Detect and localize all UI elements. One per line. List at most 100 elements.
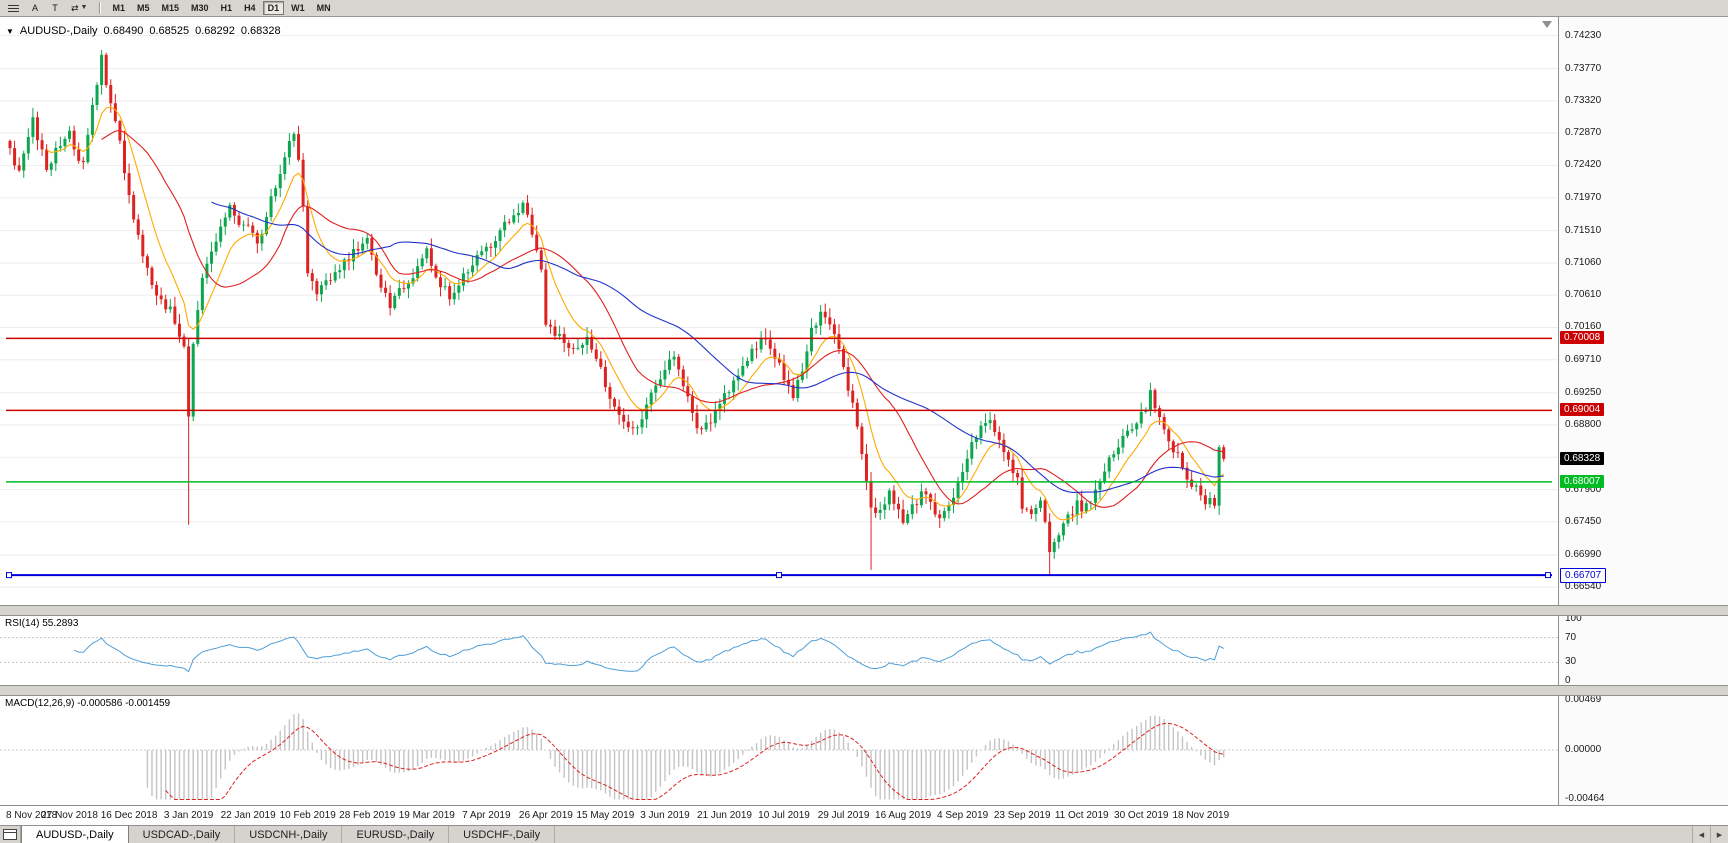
- chart-tab-usdcad[interactable]: USDCAD-,Daily: [129, 826, 236, 843]
- macd-canvas[interactable]: [0, 696, 1558, 805]
- price-axis-label: 0.73770: [1565, 62, 1602, 74]
- date-axis-label: 10 Jul 2019: [758, 810, 810, 821]
- price-axis-label: 0.72870: [1565, 127, 1602, 139]
- date-axis-label: 19 Mar 2019: [398, 810, 455, 821]
- date-axis-label: 29 Jul 2019: [817, 810, 870, 821]
- arrows-dropdown-button[interactable]: ⇄ ▼: [66, 1, 92, 15]
- date-axis-label: 23 Sep 2019: [993, 810, 1051, 821]
- rsi-indicator-label: RSI(14) 55.2893: [5, 618, 79, 629]
- chart-tab-audusd[interactable]: AUDUSD-,Daily: [21, 826, 129, 843]
- dropdown-caret-icon: ▼: [80, 4, 88, 11]
- macd-axis-label: -0.00464: [1565, 793, 1605, 805]
- rsi-axis-label: 100: [1565, 613, 1582, 624]
- rsi-axis-label: 0: [1565, 675, 1571, 686]
- price-axis-label: 0.71060: [1565, 256, 1602, 268]
- price-axis-label: 0.69710: [1565, 353, 1602, 365]
- a-tool-button[interactable]: A: [26, 1, 44, 15]
- hline-handle: [776, 572, 782, 579]
- macd-indicator-label: MACD(12,26,9) -0.000586 -0.001459: [5, 698, 171, 709]
- timeframe-button-m1[interactable]: M1: [107, 1, 130, 15]
- macd-axis-label: 0.00000: [1565, 744, 1602, 755]
- chart-tabbar: AUDUSD-,Daily USDCAD-,Daily USDCNH-,Daily E…: [0, 825, 1728, 843]
- chart-ohlc-title: ▼ AUDUSD-,Daily 0.68490 0.68525 0.68292 …: [6, 25, 281, 37]
- date-axis-label: 16 Aug 2019: [875, 810, 932, 821]
- macd-axis-label: 0.00469: [1565, 694, 1602, 705]
- macd-panel-divider[interactable]: [0, 685, 1728, 696]
- hline-price-tag: 0.70008: [1560, 331, 1605, 345]
- chart-shift-marker[interactable]: [1542, 21, 1552, 28]
- ma-line-21: [101, 130, 1224, 508]
- toolbar-separator: [99, 2, 101, 14]
- date-axis-label: 3 Jan 2019: [163, 810, 214, 821]
- price-axis[interactable]: 0.74230 0.73770 0.73320 0.72870 0.72420 0.719…: [1558, 17, 1728, 805]
- hline-handle: [1545, 572, 1551, 579]
- chart-tabs: AUDUSD-,Daily USDCAD-,Daily USDCNH-,Daily E…: [21, 826, 556, 843]
- rsi-line: [73, 631, 1224, 673]
- top-toolbar: A T ⇄ ▼ M1 M5 M15 M30 H1 H4 D1 W1 MN: [0, 0, 1728, 17]
- chart-region: ▼ AUDUSD-,Daily 0.68490 0.68525 0.68292 …: [0, 17, 1728, 825]
- hline-handle: [6, 572, 12, 579]
- date-axis-label: 30 Oct 2019: [1114, 810, 1169, 821]
- text-tool-button[interactable]: T: [46, 1, 64, 15]
- date-axis-label: 10 Feb 2019: [279, 810, 336, 821]
- symbol-dropdown-icon[interactable]: ▼: [6, 26, 14, 36]
- price-axis-label: 0.71970: [1565, 191, 1602, 203]
- timeframe-button-h1[interactable]: H1: [216, 1, 238, 15]
- date-axis-label: 26 Apr 2019: [518, 810, 573, 821]
- rsi-axis-label: 30: [1565, 656, 1577, 668]
- macd-signal-line: [165, 722, 1224, 800]
- timeframe-button-m5[interactable]: M5: [132, 1, 155, 15]
- timeframe-button-d1[interactable]: D1: [262, 1, 285, 15]
- current-price-tag: 0.68328: [1560, 451, 1605, 465]
- arrows-icon: ⇄: [71, 3, 79, 13]
- price-axis-label: 0.67900: [1565, 483, 1602, 495]
- tab-scroll-right-button[interactable]: ▶: [1710, 826, 1728, 843]
- date-axis-label: 8 Nov 2018: [6, 810, 58, 821]
- price-axis-label: 0.68800: [1565, 419, 1602, 431]
- date-axis-label: 16 Dec 2018: [100, 810, 158, 821]
- timeframe-button-m15[interactable]: M15: [157, 1, 185, 15]
- date-axis-label: 18 Nov 2019: [1172, 810, 1230, 821]
- scroll-right-icon: ▶: [1716, 831, 1723, 839]
- timeframe-button-mn[interactable]: MN: [312, 1, 336, 15]
- timeframe-button-h4[interactable]: H4: [239, 1, 261, 15]
- chart-tab-usdchf[interactable]: USDCHF-,Daily: [449, 826, 556, 843]
- price-axis-label: 0.66990: [1565, 548, 1602, 560]
- ohlc-open: 0.68490: [103, 25, 144, 37]
- date-axis-label: 3 Jun 2019: [640, 810, 690, 821]
- price-axis-label: 0.70160: [1565, 321, 1602, 333]
- candles: [8, 50, 1226, 575]
- rsi-panel-divider[interactable]: [0, 605, 1728, 616]
- menu-button[interactable]: [3, 1, 24, 15]
- date-axis-label: 4 Sep 2019: [937, 810, 989, 821]
- timeframe-group: M1 M5 M15 M30 H1 H4 D1 W1 MN: [107, 1, 335, 15]
- main-chart-canvas[interactable]: [0, 17, 1558, 605]
- chart-tab-usdcnh[interactable]: USDCNH-,Daily: [235, 826, 343, 843]
- charts-grid-button[interactable]: [0, 826, 21, 843]
- price-axis-label: 0.74230: [1565, 29, 1602, 41]
- tab-scroll-controls: ◀ ▶: [1692, 826, 1728, 843]
- date-axis-label: 27 Nov 2018: [41, 810, 98, 821]
- date-axis-label: 15 May 2019: [576, 810, 635, 821]
- price-axis-label: 0.71510: [1565, 224, 1602, 236]
- hline-price-tag: 0.66707: [1560, 568, 1607, 584]
- date-axis-label: 11 Oct 2019: [1054, 810, 1109, 821]
- tab-scroll-left-button[interactable]: ◀: [1692, 826, 1710, 843]
- chart-title-text: AUDUSD-,Daily: [19, 25, 98, 37]
- price-axis-label: 0.70610: [1565, 289, 1602, 301]
- date-axis-label: 7 Apr 2019: [462, 810, 511, 821]
- price-axis-label: 0.67450: [1565, 515, 1602, 527]
- timeframe-button-m30[interactable]: M30: [186, 1, 214, 15]
- rsi-canvas[interactable]: [0, 616, 1558, 685]
- date-axis-label: 22 Jan 2019: [220, 810, 276, 821]
- rsi-axis-label: 70: [1565, 631, 1577, 643]
- date-axis-label: 28 Feb 2019: [339, 810, 396, 821]
- chart-tab-eurusd[interactable]: EURUSD-,Daily: [342, 826, 450, 843]
- ma-line-45: [211, 201, 1224, 493]
- price-axis-label: 0.66540: [1565, 581, 1602, 593]
- ma-line-9: [46, 106, 1225, 521]
- time-axis[interactable]: 8 Nov 2018 27 Nov 2018 16 Dec 2018 3 Jan 20…: [0, 805, 1728, 825]
- timeframe-button-w1[interactable]: W1: [286, 1, 310, 15]
- menu-icon: [8, 4, 19, 6]
- ohlc-low: 0.68292: [195, 25, 235, 37]
